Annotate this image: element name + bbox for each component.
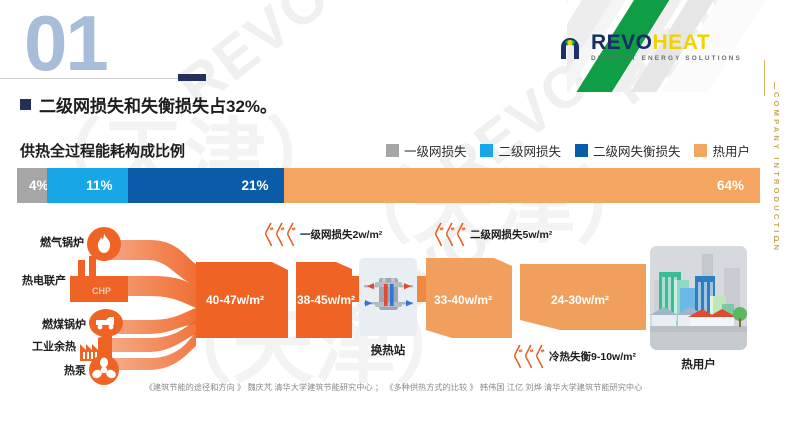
heat-wave-icon: 〲〲〲	[512, 350, 546, 364]
legend-item-1: 二级网损失	[480, 141, 561, 160]
bullet-square-icon	[20, 99, 31, 110]
bar-segment-2: 21%	[128, 168, 285, 203]
logo-wordmark: REVOHEAT DISTRICT ENERGY SOLUTIONS	[591, 32, 742, 62]
annotation-2: 〲〲〲 冷热失衡9-10w/m²	[512, 348, 636, 365]
bar-segment-3: 64%	[284, 168, 760, 203]
revo-arch-icon	[556, 34, 584, 62]
legend-swatch-icon	[480, 144, 494, 157]
sankey-diagram: CHP	[0, 212, 787, 397]
bar-value-label: 11%	[86, 178, 113, 193]
legend-label: 一级网损失	[403, 145, 467, 159]
factory-icon	[80, 332, 112, 361]
logo-brand-first: REVO	[591, 31, 653, 54]
legend-swatch-icon	[385, 144, 399, 157]
heat-wave-icon: 〲〲〲	[433, 228, 467, 242]
heat-exchanger-card	[359, 258, 417, 336]
heat-pump-fan-icon	[89, 355, 119, 385]
node-label-heat-exchanger: 换热站	[370, 345, 406, 357]
legend-label: 二级网损失	[498, 145, 561, 159]
coal-truck-icon	[89, 309, 123, 337]
subtitle: 二级网损失和失衡损失占32%。	[20, 92, 277, 117]
source-label-4: 热泵	[64, 365, 86, 377]
source-label-2: 燃煤锅炉	[42, 319, 86, 331]
source-label-3: 工业余热	[32, 341, 76, 353]
legend-item-3: 热用户	[694, 141, 750, 160]
corner-rule	[764, 60, 765, 96]
citation: 《建筑节能的途径和方向 》 魏庆芃 清华大学建筑节能研究中心 ； 《多种供热方式…	[144, 383, 643, 392]
chart-legend: 一级网损失 二级网损失 二级网失衡损失 热用户	[385, 141, 757, 160]
chart-title: 供热全过程能耗构成比例	[20, 143, 186, 160]
source-label-0: 燃气锅炉	[40, 237, 84, 249]
bar-segment-0: 4%	[17, 168, 49, 203]
header-dash	[178, 74, 206, 81]
svg-text:CHP: CHP	[92, 286, 111, 296]
annotation-text: 一级网损失2w/m²	[300, 229, 383, 241]
flow-value-3: 24-30w/m²	[551, 293, 610, 307]
legend-item-2: 二级网失衡损失	[574, 141, 681, 160]
bar-value-label: 4%	[29, 178, 49, 193]
logo-tagline: DISTRICT ENERGY SOLUTIONS	[591, 55, 742, 62]
city-buildings-icon	[650, 246, 747, 350]
section-number: 01	[24, 0, 109, 87]
vertical-tick	[774, 82, 775, 89]
vertical-tick	[774, 236, 775, 243]
flow-value-0: 40-47w/m²	[206, 293, 265, 307]
stacked-bar-chart: 4% 11% 21% 64%	[17, 168, 760, 203]
brand-logo: REVOHEAT DISTRICT ENERGY SOLUTIONS	[556, 32, 742, 62]
source-label-1: 热电联产	[22, 275, 66, 287]
flow-value-1: 38-45w/m²	[297, 293, 356, 307]
chp-plant-icon: CHP	[70, 256, 128, 302]
annotation-0: 〲〲〲 一级网损失2w/m²	[263, 226, 382, 243]
flame-icon	[87, 227, 121, 261]
legend-swatch-icon	[694, 144, 708, 157]
vertical-section-label: COMPANY INTRODUCTION	[772, 92, 781, 254]
legend-label: 二级网失衡损失	[592, 145, 681, 159]
subtitle-text: 二级网损失和失衡损失占32%。	[39, 97, 278, 116]
bar-segment-1: 11%	[46, 168, 129, 203]
annotation-text: 冷热失衡9-10w/m²	[549, 351, 636, 363]
city-buildings-card	[650, 246, 747, 350]
annotation-text: 二级网损失5w/m²	[470, 229, 553, 241]
node-label-heat-user: 热用户	[681, 359, 716, 371]
bar-value-label: 21%	[241, 178, 269, 193]
logo-brand-second: HEAT	[652, 31, 711, 54]
legend-item-0: 一级网损失	[385, 141, 467, 160]
header-divider	[0, 78, 180, 79]
legend-label: 热用户	[712, 145, 750, 159]
heat-wave-icon: 〲〲〲	[263, 228, 297, 242]
annotation-1: 〲〲〲 二级网损失5w/m²	[433, 226, 552, 243]
heat-exchanger-icon	[364, 278, 413, 310]
bar-value-label: 64%	[716, 178, 744, 193]
legend-swatch-icon	[574, 144, 588, 157]
flow-value-2: 33-40w/m²	[434, 293, 493, 307]
